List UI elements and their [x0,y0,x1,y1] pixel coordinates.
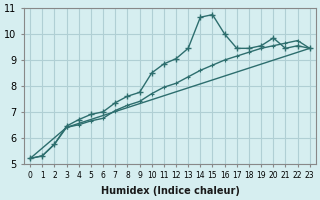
X-axis label: Humidex (Indice chaleur): Humidex (Indice chaleur) [100,186,239,196]
